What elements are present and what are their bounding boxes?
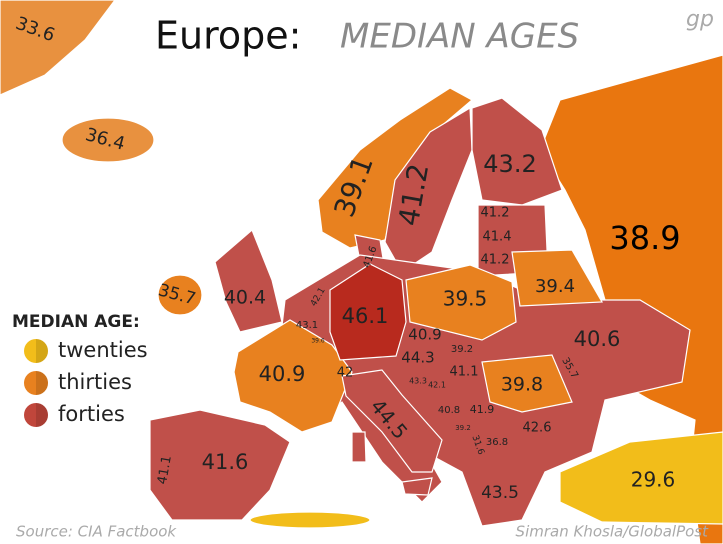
legend-swatch	[24, 339, 48, 363]
region-label: 40.9	[259, 362, 306, 386]
legend-label: twenties	[58, 338, 148, 362]
region-label: 44.3	[401, 349, 434, 367]
region-label: 43.1	[296, 320, 318, 331]
region-label: 42.1	[428, 381, 446, 390]
region-label: 41.2	[481, 206, 510, 221]
region-label: 40.6	[574, 327, 621, 351]
credit: Simran Khosla/GlobalPost	[516, 523, 710, 541]
region-label: 39.5	[443, 287, 488, 311]
legend-swatch	[24, 403, 48, 427]
region-label: 40.8	[438, 405, 460, 416]
region-label: 41.9	[470, 403, 495, 416]
title-sub: MEDIAN AGES	[340, 17, 579, 57]
region-label: 42	[337, 366, 354, 381]
region-label: 39.8	[501, 374, 543, 396]
legend-swatch	[24, 371, 48, 395]
legend-title: MEDIAN AGE:	[12, 312, 140, 332]
region-label: 43.5	[481, 483, 519, 503]
region-label: 36.8	[486, 437, 508, 448]
region-label: 43.3	[409, 377, 427, 386]
region-label: 40.4	[224, 287, 266, 309]
region-label: 39.2	[451, 344, 473, 355]
region-label: 41.1	[155, 454, 175, 485]
source: Source: CIA Factbook	[16, 523, 177, 541]
legend-label: thirties	[58, 370, 132, 394]
legend-swatch-shade	[36, 371, 48, 395]
region-label: 41.2	[481, 253, 510, 268]
legend-swatch-shade	[36, 339, 48, 363]
region-label: 41.1	[450, 365, 479, 380]
legend-label: forties	[58, 402, 125, 426]
region-label: 39.4	[535, 276, 575, 297]
region-label: 41.6	[202, 450, 249, 474]
region-label: 41.4	[483, 230, 512, 245]
title-main: Europe:	[155, 14, 301, 58]
region-label: 40.9	[408, 326, 441, 344]
logo: gp	[686, 7, 714, 32]
region-label: 38.9	[609, 219, 680, 257]
region-label: 39.2	[455, 424, 471, 432]
region-label: 46.1	[342, 304, 389, 328]
region-label: 43.2	[483, 150, 536, 178]
legend-swatch-shade	[36, 403, 48, 427]
region-label: 39.6	[311, 338, 325, 345]
region-label: 42.6	[523, 421, 552, 436]
region-label: 29.6	[631, 468, 676, 492]
